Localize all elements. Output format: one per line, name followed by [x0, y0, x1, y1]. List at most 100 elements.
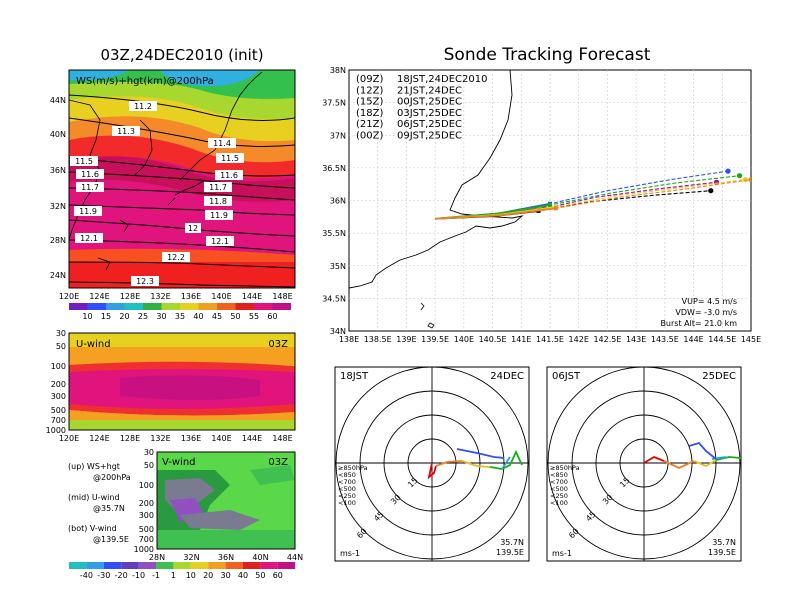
- track-series-line: [435, 170, 729, 220]
- polar-pressure-legend: <850: [338, 471, 356, 479]
- v-p-tick: 100: [139, 481, 154, 490]
- u-p-tick: 1000: [46, 426, 66, 435]
- polar-pressure-legend: <500: [550, 485, 568, 493]
- legend-mid2: @35.7N: [93, 504, 125, 513]
- hgt-label: 11.6: [220, 171, 238, 180]
- v-lat-tick: 36N: [218, 553, 234, 562]
- hgt-label-bg: [204, 182, 232, 192]
- v-p-tick: 1000: [134, 545, 154, 554]
- u-p-tick: 30: [56, 329, 66, 338]
- track-lon-tick: 142E: [569, 335, 589, 344]
- ws-color-swatch: [217, 303, 236, 310]
- ws-color-swatch: [106, 303, 125, 310]
- polar-unit: ms-1: [340, 549, 360, 558]
- u-frame: [68, 332, 296, 431]
- map-lat-tick: 28N: [50, 236, 66, 245]
- hgt-label-bg: [131, 276, 159, 286]
- wind-color-swatch: [138, 562, 156, 569]
- track-lon-tick: 145E: [741, 335, 761, 344]
- legend-bot: (bot) V-wind: [68, 524, 117, 533]
- track-series-line: [435, 179, 751, 220]
- v-p-tick: 700: [139, 535, 154, 544]
- map-lon-tick: 132E: [150, 292, 170, 301]
- u-p-tick: 200: [51, 380, 66, 389]
- v-lat-tick: 28N: [149, 553, 165, 562]
- ws-colorbar-tick: 25: [138, 312, 148, 321]
- right-title: Sonde Tracking Forecast: [444, 45, 651, 65]
- hgt-label: 11.4: [213, 139, 231, 148]
- hgt-label-bg: [70, 156, 98, 166]
- ws-colorbar-tick: 45: [212, 312, 222, 321]
- ws-color-swatch: [254, 303, 273, 310]
- track-end-point: [736, 173, 743, 179]
- hgt-label-bg: [204, 196, 232, 206]
- v-lat-tick: 44N: [287, 553, 303, 562]
- track-lon-tick: 143.5E: [651, 335, 679, 344]
- wind-color-swatch: [260, 562, 278, 569]
- track-lat-tick: 34.5N: [322, 294, 346, 303]
- wind-colorbar-tick: 50: [255, 571, 265, 580]
- u-lon-tick: 128E: [120, 434, 140, 443]
- track-legend-code: (18Z): [356, 108, 383, 119]
- track-end-point: [725, 168, 731, 174]
- ws-color-swatch: [272, 303, 291, 310]
- hgt-label-bg: [112, 126, 140, 136]
- wind-colorbar-tick: 60: [273, 571, 283, 580]
- wind-color-swatch: [86, 562, 104, 569]
- track-lat-tick: 35N: [330, 262, 346, 271]
- track-lon-tick: 140.5E: [479, 335, 507, 344]
- wind-colorbar-tick: 20: [203, 571, 213, 580]
- hodograph-segment: [693, 459, 717, 468]
- track-legend-code: (09Z): [356, 74, 383, 85]
- polar-pressure-legend: ≥850hPa: [550, 464, 580, 472]
- hgt-label: 11.2: [134, 102, 152, 111]
- v-p-tick: 50: [144, 461, 154, 470]
- map-lat-tick: 36N: [50, 166, 66, 175]
- track-lat-tick: 36N: [330, 197, 346, 206]
- u-time: 03Z: [268, 339, 288, 350]
- ws-color-swatch: [87, 303, 106, 310]
- track-lat-tick: 35.5N: [322, 229, 346, 238]
- track-legend-text: 00JST,25DEC: [397, 97, 462, 108]
- ws-map-panel: [69, 70, 295, 288]
- ws-color-swatch: [69, 303, 88, 310]
- hodograph-segment: [643, 455, 665, 464]
- hgt-label: 11.6: [81, 170, 99, 179]
- track-legend-text: 06JST,25DEC: [397, 119, 462, 130]
- legend-bot2: @139.5E: [93, 535, 129, 544]
- map-lon-tick: 148E: [272, 292, 292, 301]
- hodograph-segment: [501, 456, 511, 470]
- u-lon-tick: 136E: [181, 434, 201, 443]
- wind-colorbar-tick: -40: [80, 571, 93, 580]
- ws-color-swatch: [180, 303, 199, 310]
- u-p-tick: 100: [51, 362, 66, 371]
- track-end-point: [708, 188, 714, 194]
- polar-pressure-legend: <100: [338, 499, 356, 507]
- wind-color-swatch: [69, 562, 87, 569]
- wind-colorbar-tick: 30: [221, 571, 231, 580]
- hodograph-segment: [456, 448, 505, 459]
- hodograph-segment: [461, 460, 491, 468]
- hgt-label: 11.5: [221, 154, 239, 163]
- map-lat-tick: 44N: [50, 96, 66, 105]
- track-legend-text: 21JST,24DEC: [397, 85, 462, 96]
- track-lon-tick: 142.5E: [593, 335, 621, 344]
- ws-colorbar-tick: 30: [156, 312, 166, 321]
- wind-colorbar-tick: -10: [132, 571, 145, 580]
- ws-color-swatch: [235, 303, 254, 310]
- left-title: 03Z,24DEC2010 (init): [100, 46, 263, 64]
- polar-pressure-legend: <850: [550, 471, 568, 479]
- track-legend-text: 18JST,24DEC2010: [397, 74, 487, 85]
- hgt-label-bg: [205, 210, 233, 220]
- hgt-label: 11.9: [79, 207, 97, 216]
- track-lon-tick: 144.5E: [708, 335, 736, 344]
- polar-lat: 35.7N: [500, 538, 524, 547]
- hgt-label: 12.1: [80, 234, 98, 243]
- map-lon-tick: 120E: [59, 292, 79, 301]
- legend-mid: (mid) U-wind: [68, 493, 120, 502]
- param-vup: VUP= 4.5 m/s: [682, 297, 737, 306]
- wind-colorbar-tick: 1: [171, 571, 176, 580]
- polar-lon: 139.5E: [708, 548, 736, 557]
